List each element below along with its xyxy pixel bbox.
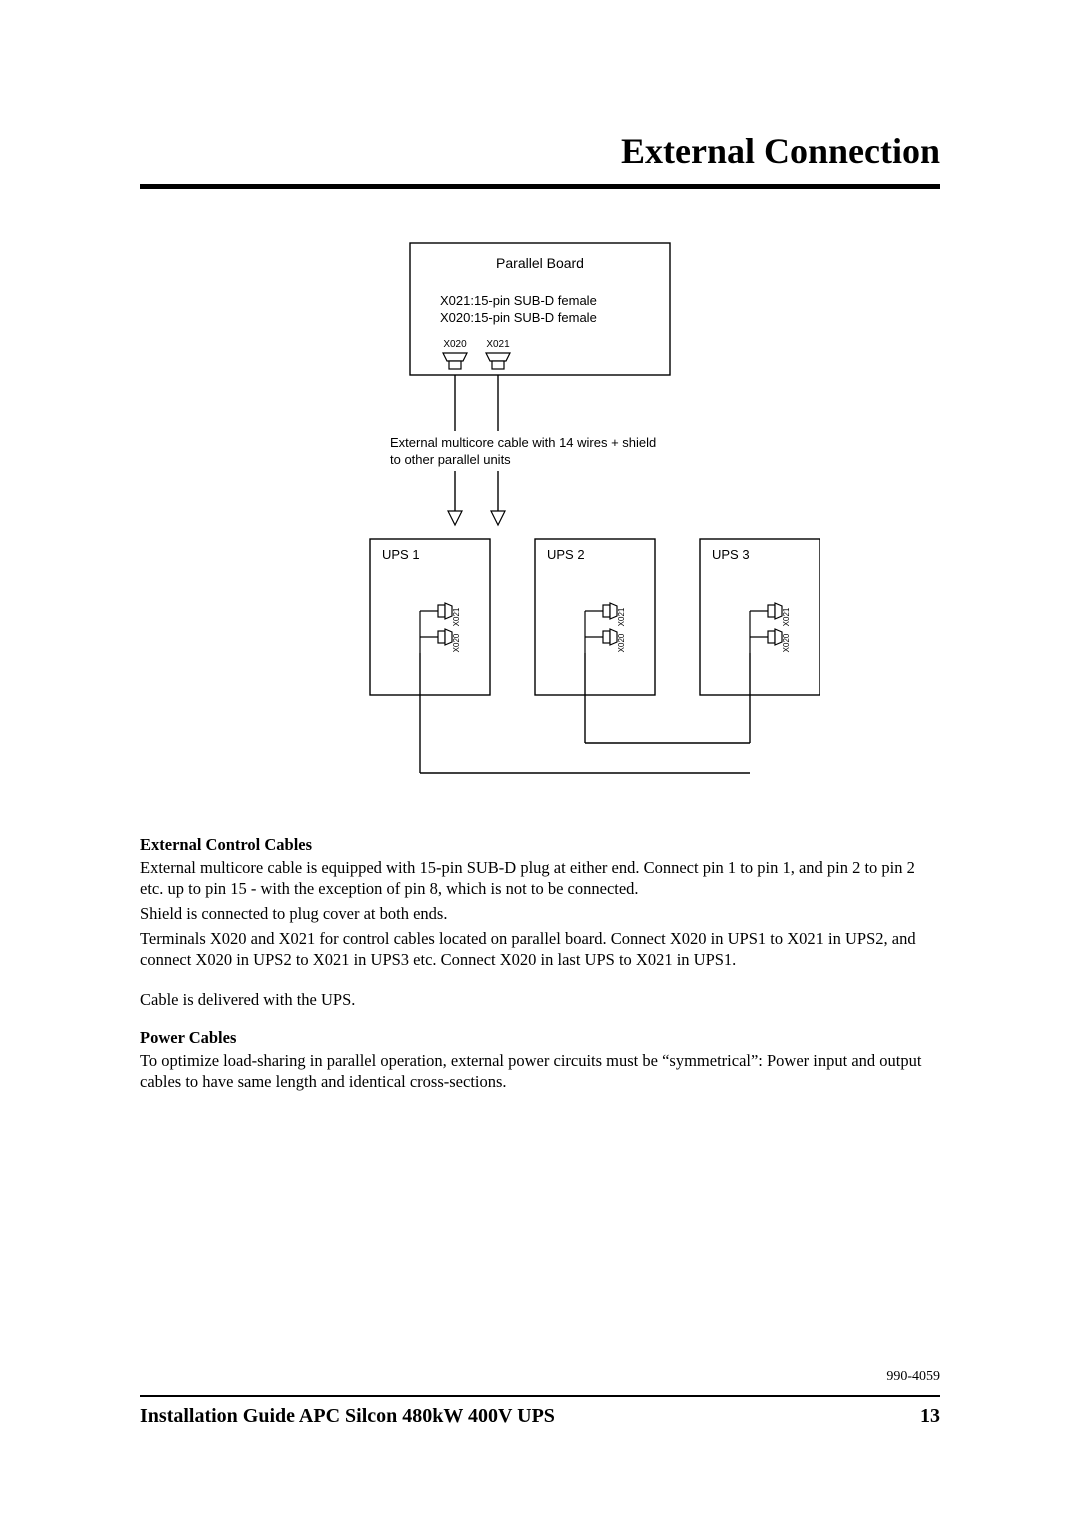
ecc-para1: External multicore cable is equipped wit… — [140, 857, 940, 899]
ecc-heading: External Control Cables — [140, 835, 940, 855]
ups2-x020-label: X020 — [617, 633, 626, 652]
ups2-x021-label: X021 — [617, 607, 626, 626]
page: External Connection Parallel Board X021:… — [0, 0, 1080, 1528]
ups2-box — [535, 539, 655, 695]
ups3-x020-label: X020 — [782, 633, 791, 652]
ups2-connectors: X021 X020 — [585, 603, 626, 653]
arrowhead-1-icon — [448, 511, 462, 525]
ups3-box — [700, 539, 820, 695]
pb-port-x020-icon — [443, 353, 467, 361]
ecc-para3: Terminals X020 and X021 for control cabl… — [140, 928, 940, 970]
ups1-box — [370, 539, 490, 695]
page-footer: 990-4059 Installation Guide APC Silcon 4… — [140, 1369, 940, 1428]
ups1-x020-label: X020 — [452, 633, 461, 652]
ups1-connectors: X021 X020 — [420, 603, 461, 653]
ups1-label: UPS 1 — [382, 547, 420, 562]
doc-number: 990-4059 — [140, 1369, 940, 1385]
pb-port2-label: X021 — [486, 339, 510, 350]
pc-para1: To optimize load-sharing in parallel ope… — [140, 1050, 940, 1092]
diagram-container: Parallel Board X021:15-pin SUB-D female … — [140, 233, 940, 813]
parallel-board-title: Parallel Board — [496, 255, 584, 271]
cable-note-line2: to other parallel units — [390, 452, 511, 467]
ups1-x021-label: X021 — [452, 607, 461, 626]
pc-heading: Power Cables — [140, 1028, 940, 1048]
title-rule — [140, 184, 940, 189]
ups2-label: UPS 2 — [547, 547, 585, 562]
pb-line2: X020:15-pin SUB-D female — [440, 310, 597, 325]
pb-port1-label: X020 — [443, 339, 467, 350]
pb-port-x021-icon — [486, 353, 510, 361]
page-title: External Connection — [140, 130, 940, 172]
footer-title: Installation Guide APC Silcon 480kW 400V… — [140, 1405, 555, 1428]
pb-line1: X021:15-pin SUB-D female — [440, 293, 597, 308]
arrowhead-2-icon — [491, 511, 505, 525]
connection-diagram: Parallel Board X021:15-pin SUB-D female … — [260, 233, 820, 813]
cable-note-line1: External multicore cable with 14 wires +… — [390, 435, 656, 450]
pb-port-x020-stub — [449, 361, 461, 369]
footer-row: Installation Guide APC Silcon 480kW 400V… — [140, 1405, 940, 1428]
ecc-para4: Cable is delivered with the UPS. — [140, 989, 940, 1010]
ups3-label: UPS 3 — [712, 547, 750, 562]
ups3-x021-label: X021 — [782, 607, 791, 626]
footer-rule — [140, 1395, 940, 1397]
ecc-para2: Shield is connected to plug cover at bot… — [140, 903, 940, 924]
page-number: 13 — [920, 1405, 940, 1428]
pb-port-x021-stub — [492, 361, 504, 369]
ups3-connectors: X021 X020 — [750, 603, 791, 653]
